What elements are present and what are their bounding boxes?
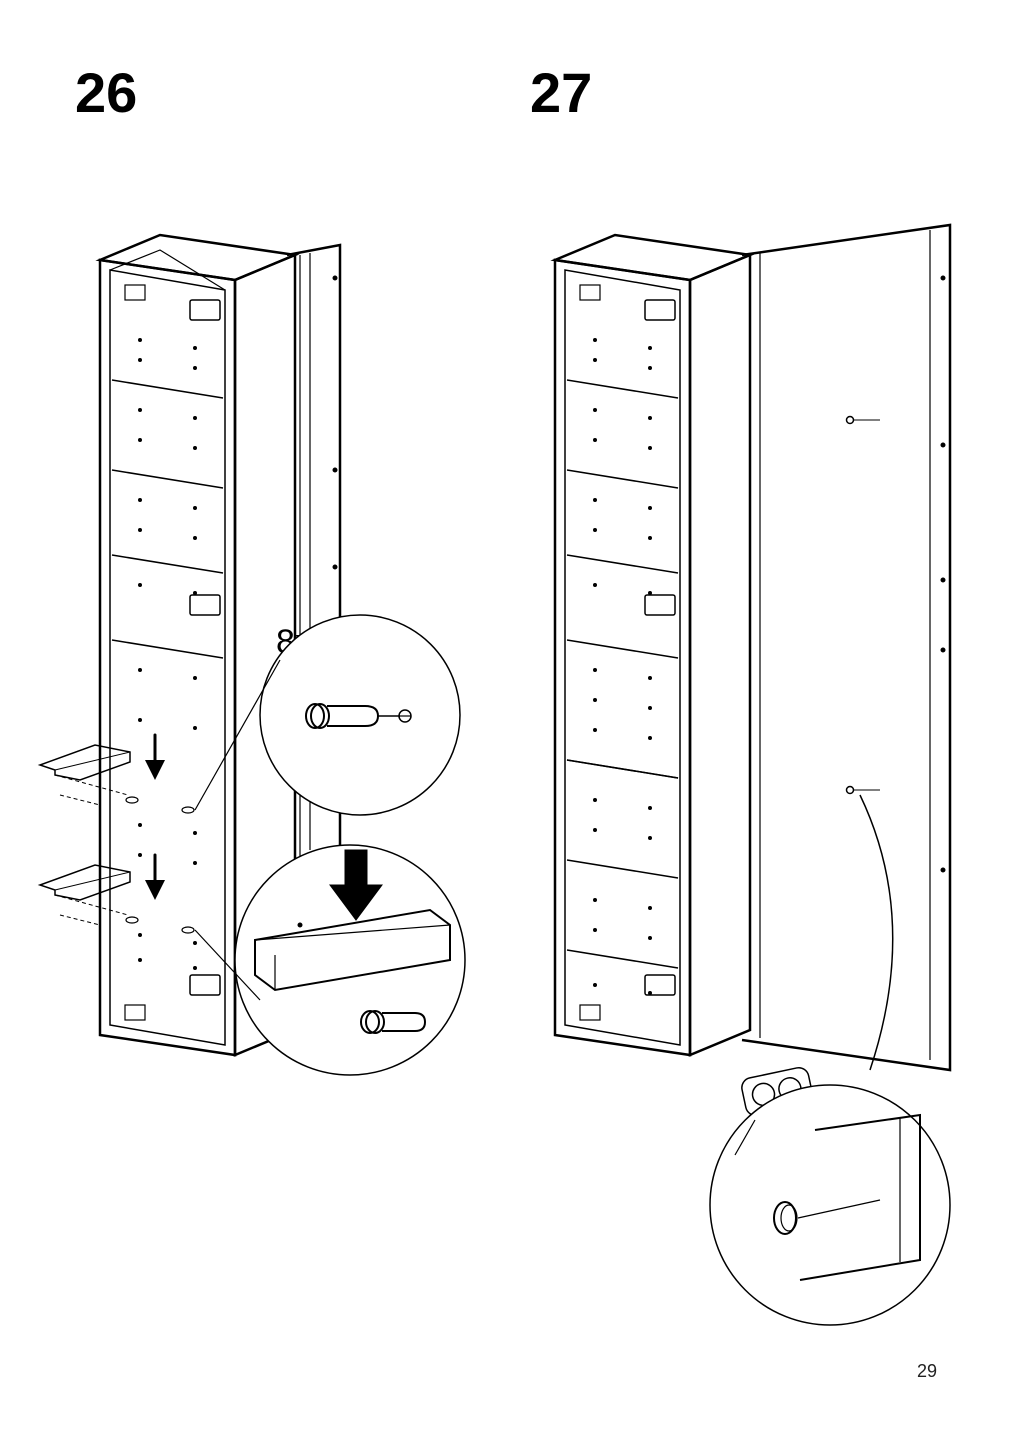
instruction-drawing — [0, 0, 1012, 1432]
bumper-callout — [710, 795, 950, 1325]
right-cabinet — [555, 225, 950, 1070]
